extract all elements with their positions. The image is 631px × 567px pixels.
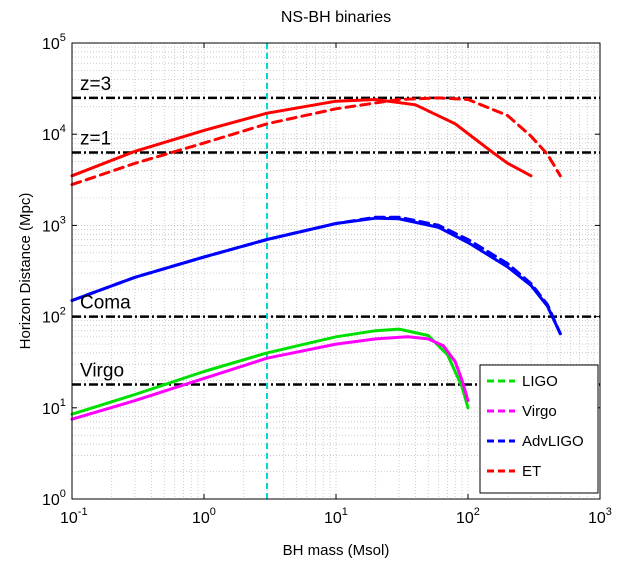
y-axis-label: Horizon Distance (Mpc) bbox=[17, 193, 34, 350]
series-line bbox=[70, 327, 470, 416]
legend-label: ET bbox=[522, 463, 541, 480]
y-tick-label: 100 bbox=[42, 488, 66, 509]
x-tick-label: 10-1 bbox=[60, 506, 88, 527]
legend-label: AdvLIGO bbox=[522, 433, 584, 450]
y-tick-label: 101 bbox=[42, 397, 66, 418]
x-tick-label: 101 bbox=[324, 506, 348, 527]
series-line bbox=[70, 96, 562, 187]
x-tick-label: 103 bbox=[588, 506, 612, 527]
reference-labels: z=3 z=1 Coma Virgo bbox=[80, 74, 131, 382]
x-tick-label: 102 bbox=[456, 506, 480, 527]
y-tick-label: 103 bbox=[42, 214, 66, 235]
reference-line-label: Virgo bbox=[80, 361, 124, 382]
series-line bbox=[70, 335, 470, 421]
x-tick-label: 100 bbox=[192, 506, 216, 527]
grid bbox=[71, 43, 600, 500]
legend-label: LIGO bbox=[522, 373, 558, 390]
series-lines bbox=[70, 96, 562, 421]
legend-label: Virgo bbox=[522, 403, 557, 420]
reference-line-label: Coma bbox=[80, 293, 131, 314]
series-line bbox=[70, 98, 533, 178]
y-tick-label: 104 bbox=[42, 123, 66, 144]
reference-lines bbox=[72, 43, 600, 499]
x-axis-label: BH mass (Msol) bbox=[283, 542, 390, 559]
reference-line-label: z=1 bbox=[80, 129, 111, 150]
reference-line-label: z=3 bbox=[80, 74, 111, 95]
y-tick-label: 102 bbox=[42, 306, 66, 327]
legend: LIGO Virgo AdvLIGO ET bbox=[479, 364, 599, 494]
y-tick-label: 105 bbox=[42, 32, 66, 53]
series-line bbox=[70, 215, 562, 336]
chart-title: NS-BH binaries bbox=[281, 9, 391, 26]
